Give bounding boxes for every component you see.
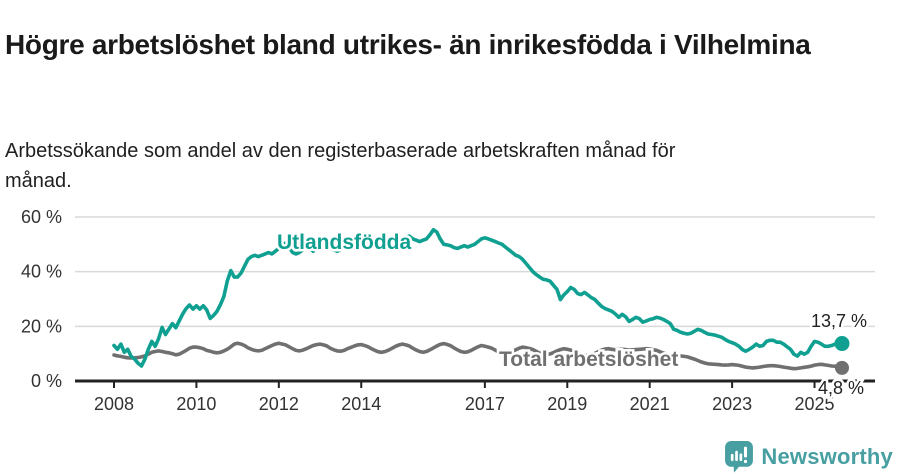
- svg-text:2025: 2025: [795, 394, 835, 414]
- svg-text:2019: 2019: [547, 394, 587, 414]
- x-axis-labels: 2008 2010 2012 2014 2017 2019 2021 2023 2025: [94, 394, 835, 414]
- x-axis: [75, 379, 875, 388]
- total-end-dot: [835, 360, 849, 375]
- line-chart: 0 % 20 % 40 % 60 % 2008 2010 2012 2014 2017 2019…: [0, 195, 900, 430]
- svg-text:20 %: 20 %: [21, 316, 62, 336]
- svg-text:2008: 2008: [94, 394, 134, 414]
- total-label: Total arbetslöshet: [499, 348, 678, 371]
- chart-subtitle: Arbetssökande som andel av den registerb…: [5, 140, 676, 192]
- brand-name: Newsworthy: [761, 444, 893, 469]
- svg-text:60 %: 60 %: [21, 207, 62, 227]
- chart-canvas: 0 % 20 % 40 % 60 % 2008 2010 2012 2014 2017 2019…: [21, 207, 875, 414]
- total-line: [112, 341, 844, 371]
- svg-text:2023: 2023: [712, 394, 752, 414]
- logo-bars: [731, 446, 748, 464]
- svg-text:2017: 2017: [465, 394, 505, 414]
- gridlines: [75, 216, 875, 328]
- svg-text:2012: 2012: [259, 394, 299, 414]
- svg-text:2014: 2014: [341, 394, 381, 414]
- svg-text:2010: 2010: [176, 394, 216, 414]
- svg-text:0 %: 0 %: [31, 371, 62, 391]
- newsworthy-logo-icon: [725, 441, 754, 473]
- brand-footer: Newsworthy: [725, 441, 893, 473]
- svg-text:40 %: 40 %: [21, 262, 62, 282]
- utlandsfodda-label: Utlandsfödda: [277, 231, 411, 254]
- page-title: Högre arbetslöshet bland utrikes- än inr…: [5, 28, 811, 60]
- utlandsfodda-end-value: 13,7 %: [811, 311, 867, 331]
- y-axis-labels: 0 % 20 % 40 % 60 %: [21, 207, 62, 391]
- svg-text:2021: 2021: [630, 394, 670, 414]
- utlandsfodda-end-dot: [834, 336, 850, 352]
- utlandsfodda-line: [112, 228, 844, 368]
- total-end-value: 4,8 %: [818, 378, 864, 398]
